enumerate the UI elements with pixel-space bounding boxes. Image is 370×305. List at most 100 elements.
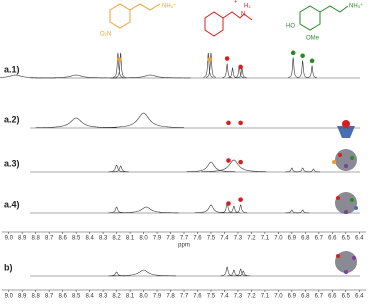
peak [35, 74, 117, 79]
x-tick-label: 8.5 [72, 236, 81, 242]
peak [112, 165, 129, 173]
peak [194, 204, 228, 214]
peak [186, 161, 236, 173]
peak [234, 268, 248, 277]
x-tick-label: 6.9 [288, 294, 297, 300]
x-tick-label: 8.4 [85, 236, 94, 242]
peak [201, 159, 267, 172]
panel-label: a.3) [4, 158, 20, 168]
x-tick-label: 8.8 [32, 294, 41, 300]
peak [222, 63, 233, 78]
molecule-label: NH₃⁺ [349, 3, 363, 10]
molecule-label: N [241, 12, 245, 18]
peak [236, 270, 250, 277]
panel-label: a.2) [4, 114, 20, 124]
x-tick-label: 7.5 [207, 294, 216, 300]
x-tick-label: 6.8 [301, 236, 310, 242]
peak [35, 117, 117, 129]
x-tick-label: 8.7 [45, 236, 54, 242]
x-tick-label: 7.7 [180, 236, 189, 242]
peak [111, 269, 176, 277]
x-tick-label: 8.3 [99, 294, 108, 300]
molecule-3 [299, 5, 349, 31]
peak-marker [226, 201, 231, 206]
peak-marker [290, 50, 296, 56]
x-tick-label: 7.3 [234, 236, 243, 242]
peak [296, 167, 310, 173]
x-tick-label: 7.9 [153, 294, 162, 300]
x-tick-label: 6.8 [301, 294, 310, 300]
molecule-label: O₂N [100, 32, 111, 38]
x-tick-label: 8.2 [112, 236, 121, 242]
x-tick-label: 7.0 [274, 294, 283, 300]
peak [113, 206, 179, 214]
x-tick-label: 8.9 [18, 236, 27, 242]
x-tick-label: 7.5 [207, 236, 216, 242]
x-tick-label: 8.7 [45, 294, 54, 300]
x-tick-label: 7.6 [193, 236, 202, 242]
peak [234, 204, 248, 214]
x-tick-label: 8.1 [126, 236, 135, 242]
x-tick-label: 6.6 [328, 294, 337, 300]
peak [109, 74, 191, 79]
x-tick-label: 6.5 [342, 294, 351, 300]
x-tick-label: 7.8 [166, 294, 175, 300]
x-tick-label: 7.2 [247, 236, 256, 242]
molecule-1 [109, 3, 161, 29]
peak-marker [207, 57, 212, 62]
x-tick-label: 8.5 [72, 294, 81, 300]
icon-nanoparticle [335, 192, 358, 214]
peak [296, 209, 310, 214]
peak-marker [309, 58, 315, 64]
molecule-label: HO [286, 24, 295, 30]
peak [0, 74, 56, 79]
molecule-label: H₂ [244, 4, 251, 10]
x-tick-label: 7.7 [180, 294, 189, 300]
x-tick-label: 9.0 [5, 236, 14, 242]
x-tick-label: 7.4 [220, 294, 229, 300]
peak [108, 164, 125, 173]
x-tick-label: 6.7 [315, 294, 324, 300]
peak-marker [238, 159, 243, 165]
peak [108, 271, 125, 277]
panel-label: a.1) [4, 64, 20, 74]
x-tick-label: 7.1 [261, 236, 270, 242]
peak [203, 52, 214, 78]
peak [285, 209, 299, 214]
x-tick-label: 8.4 [85, 294, 94, 300]
x-tick-label: 7.8 [166, 236, 175, 242]
peak [306, 168, 320, 173]
peak [227, 205, 241, 214]
peak-marker [116, 57, 122, 62]
x-tick-label: 7.4 [220, 236, 229, 242]
peak [288, 56, 299, 78]
x-tick-label: 6.4 [355, 294, 364, 300]
peak [206, 52, 216, 78]
peak [103, 112, 185, 128]
x-tick-label: 8.1 [126, 294, 135, 300]
x-tick-label: 8.6 [58, 236, 67, 242]
x-tick-label: 8.0 [139, 294, 148, 300]
peak [307, 65, 317, 78]
x-tick-label: 8.6 [58, 294, 67, 300]
peak-marker [226, 120, 231, 126]
peak [115, 52, 126, 78]
x-tick-label: 6.5 [342, 236, 351, 242]
x-tick-label: 8.3 [99, 236, 108, 242]
peak-marker [238, 120, 243, 126]
molecule-label: + [234, 0, 238, 6]
x-tick-label: 8.0 [139, 236, 148, 242]
peak-marker [300, 53, 305, 59]
x-tick-label: 8.8 [32, 236, 41, 242]
icon-nanoparticle [335, 251, 357, 274]
molecule-label: NH₃⁺ [162, 3, 176, 10]
peak [113, 52, 123, 78]
x-tick-label: 8.9 [18, 294, 27, 300]
x-tick-label: 8.2 [112, 294, 121, 300]
x-tick-label: 6.6 [328, 236, 337, 242]
x-tick-label: 7.2 [247, 294, 256, 300]
molecule-label: OMe [306, 36, 320, 42]
x-tick-label: 6.7 [315, 236, 324, 242]
icon-host [337, 120, 355, 138]
x-tick-label: 9.0 [5, 294, 14, 300]
